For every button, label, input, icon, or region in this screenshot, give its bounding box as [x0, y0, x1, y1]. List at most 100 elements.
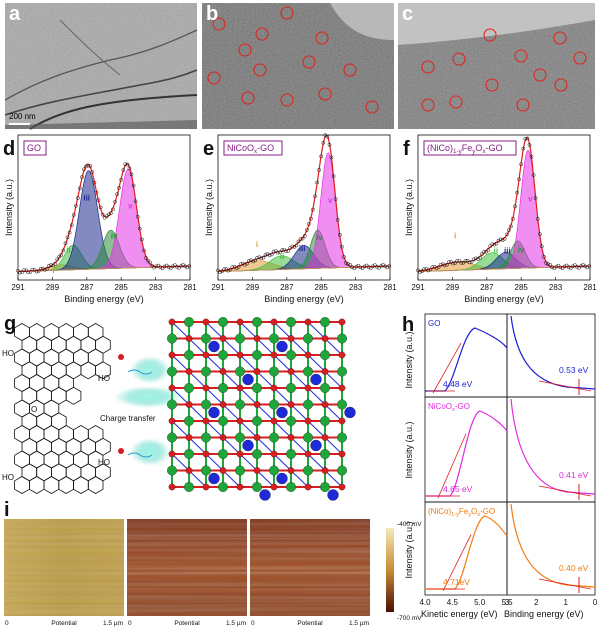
lattice-bond	[205, 453, 224, 471]
data-point	[18, 270, 22, 275]
data-point	[16, 268, 20, 273]
data-point	[61, 248, 66, 253]
data-point	[20, 270, 24, 274]
data-point	[529, 154, 534, 159]
oxygen-atom	[253, 401, 261, 408]
iron-atom	[310, 373, 322, 386]
iron-atom	[344, 406, 356, 419]
iron-atom	[276, 472, 288, 485]
data-point	[302, 234, 307, 238]
data-point	[271, 249, 276, 254]
data-point	[445, 262, 449, 267]
data-point	[478, 255, 482, 260]
data-point	[319, 154, 324, 159]
vacuum-region	[330, 3, 394, 40]
oxygen-atom	[236, 417, 244, 425]
data-point	[527, 143, 532, 147]
data-point	[531, 173, 536, 177]
data-point	[154, 264, 159, 269]
iron-atom	[259, 489, 271, 501]
lattice-bond	[171, 387, 190, 405]
oxygen-atom	[321, 335, 329, 342]
kinetic-curve	[425, 515, 508, 590]
peak-label-i: i	[52, 266, 54, 275]
data-point	[222, 267, 227, 271]
graphene-fold	[4, 29, 198, 101]
oxygen-atom	[236, 318, 244, 326]
peak-label-iii: iii	[504, 247, 511, 256]
data-point	[137, 226, 142, 231]
data-point	[420, 269, 424, 274]
metal-atom	[167, 465, 177, 476]
binding-curve	[510, 315, 596, 390]
x-axis-label: Binding energy (eV)	[464, 294, 544, 304]
oxygen-atom	[185, 368, 193, 375]
data-point	[471, 257, 476, 262]
data-point	[131, 183, 136, 188]
potential-map-2-texture	[127, 519, 247, 616]
data-point	[387, 264, 392, 268]
metal-atom	[303, 432, 313, 443]
valence-edge-value: 0.53 eV	[559, 365, 589, 375]
oxygen-atom	[270, 351, 278, 359]
carbonyl-label: O	[31, 405, 37, 414]
data-point	[519, 162, 524, 167]
carbon-ring	[95, 361, 111, 380]
metal-atom	[201, 366, 211, 377]
fit-line	[18, 163, 190, 273]
y-axis-label: Intensity (a.u.)	[404, 421, 414, 478]
lattice-bond	[307, 387, 326, 405]
x-axis-label: Binding energy (eV)	[264, 294, 344, 304]
data-point	[129, 172, 134, 177]
data-point	[65, 235, 70, 240]
fit-line	[217, 134, 390, 272]
x-tick-label: 281	[583, 283, 597, 292]
data-point	[28, 269, 33, 274]
panel-a: a 200 nm	[4, 3, 198, 130]
data-point	[135, 214, 140, 219]
afm-axis-start: 0	[5, 620, 9, 627]
lattice-bond	[188, 437, 207, 455]
data-point	[346, 262, 350, 266]
colorbar	[386, 528, 394, 612]
x-tick-label: 289	[246, 283, 260, 292]
x-tick-label: 283	[149, 283, 163, 292]
data-point	[451, 261, 455, 266]
x-tick-label: 281	[383, 283, 397, 292]
metal-atom	[269, 432, 279, 443]
oxygen-atom	[270, 417, 278, 425]
data-point	[350, 265, 355, 270]
data-point	[438, 262, 443, 267]
data-point	[562, 264, 567, 269]
data-point	[502, 236, 507, 241]
metal-atom	[184, 350, 194, 360]
data-point	[236, 265, 241, 269]
nanoparticle-circle	[343, 63, 357, 77]
oxygen-atom	[304, 483, 312, 491]
data-point	[51, 263, 55, 268]
sample-tag: NiCoOx-GO	[428, 402, 470, 413]
plot-frame	[417, 134, 591, 281]
data-point	[342, 255, 346, 259]
metal-atom	[303, 465, 313, 476]
data-point	[473, 256, 478, 261]
nanoparticle-circle	[238, 43, 252, 57]
metal-atom	[286, 416, 296, 426]
lattice-bond	[171, 321, 190, 339]
data-point	[117, 185, 121, 190]
nanoparticle-circle	[421, 98, 435, 112]
data-point	[333, 197, 338, 201]
lattice-bond	[222, 470, 241, 488]
data-point	[463, 258, 468, 263]
data-point	[311, 207, 315, 212]
oxygen-atom	[253, 467, 261, 474]
data-point	[55, 257, 60, 262]
data-point	[383, 264, 388, 269]
metal-atom	[252, 317, 262, 327]
graphene-oxide-sheet	[14, 323, 111, 494]
data-point	[587, 264, 592, 268]
oxygen-atom	[202, 318, 210, 326]
data-point	[325, 134, 330, 139]
